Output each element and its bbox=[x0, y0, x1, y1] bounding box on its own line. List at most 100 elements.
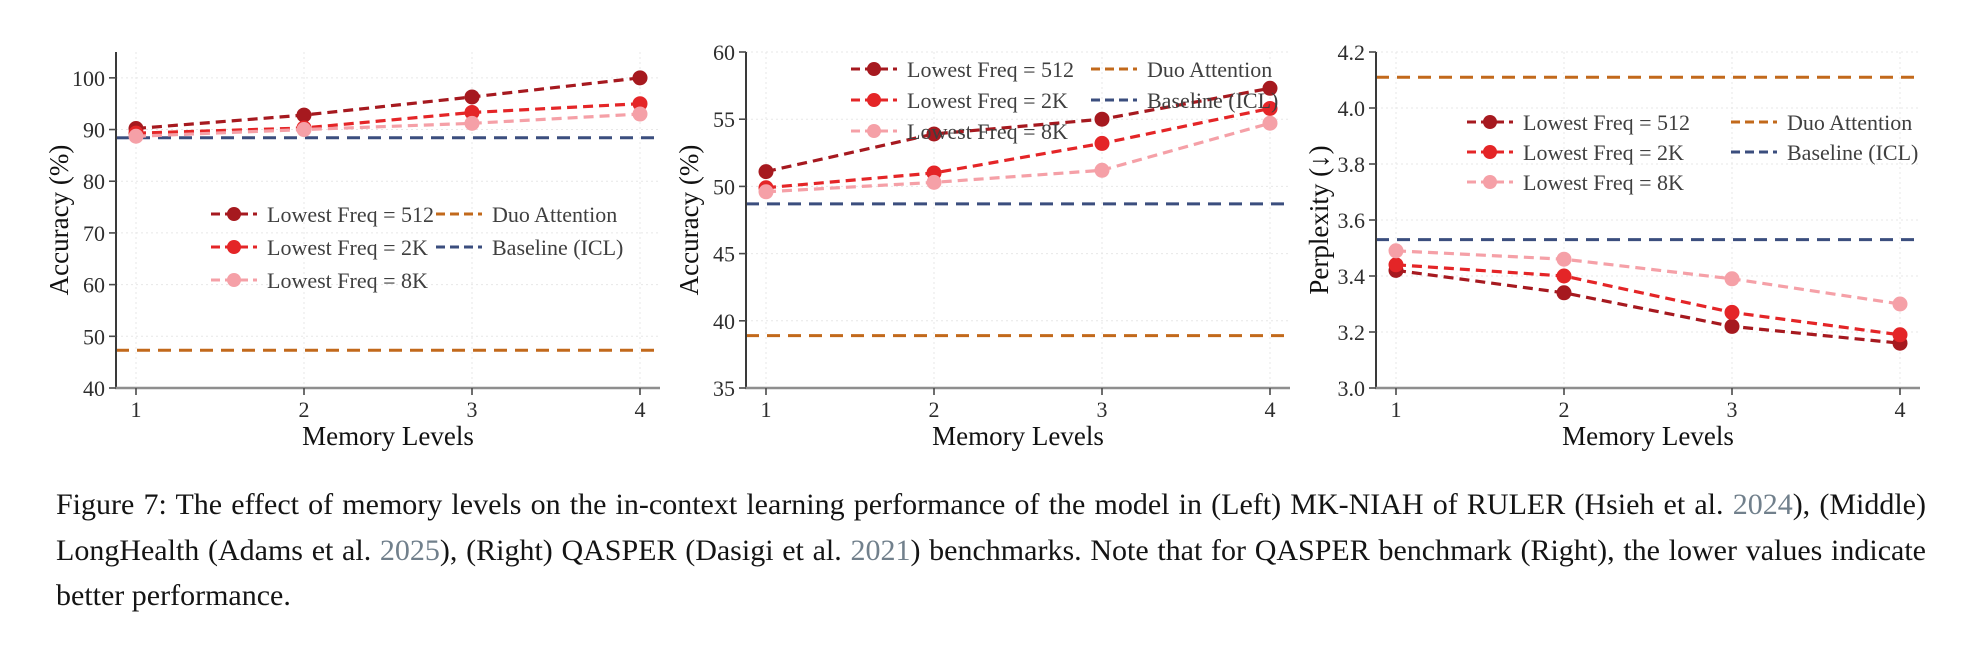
legend-item: Lowest Freq = 2K bbox=[851, 88, 1068, 113]
legend-marker-dot bbox=[1483, 175, 1497, 189]
legend-item: Duo Attention bbox=[1091, 57, 1272, 82]
x-tick-label: 3 bbox=[467, 397, 478, 422]
y-tick-label: 70 bbox=[83, 221, 105, 246]
x-tick-label: 4 bbox=[1265, 397, 1276, 422]
y-tick-label: 3.4 bbox=[1338, 264, 1366, 289]
legend-label: Baseline (ICL) bbox=[492, 235, 623, 260]
legend-label: Lowest Freq = 512 bbox=[1523, 110, 1690, 135]
data-point bbox=[1388, 257, 1404, 273]
y-axis-label: Accuracy (%) bbox=[46, 145, 74, 296]
legend-marker-dot bbox=[867, 124, 881, 138]
data-point bbox=[1094, 135, 1110, 151]
y-axis-label: Accuracy (%) bbox=[676, 145, 704, 296]
legend-label: Duo Attention bbox=[1787, 110, 1912, 135]
x-tick-label: 1 bbox=[1391, 397, 1402, 422]
citation-year-link[interactable]: 2025 bbox=[379, 533, 440, 567]
legend-item: Duo Attention bbox=[1731, 110, 1912, 135]
data-point bbox=[1262, 80, 1278, 96]
y-tick-label: 4.0 bbox=[1338, 96, 1366, 121]
y-tick-label: 45 bbox=[713, 242, 735, 267]
legend-marker-dot bbox=[227, 240, 241, 254]
y-tick-label: 90 bbox=[83, 118, 105, 143]
data-point bbox=[464, 115, 480, 131]
y-tick-label: 3.6 bbox=[1338, 208, 1366, 233]
caption-text: ) benchmarks. Note that for QASPER bench… bbox=[56, 533, 1926, 613]
series-line bbox=[765, 106, 1271, 190]
y-tick-label: 3.8 bbox=[1338, 152, 1366, 177]
y-tick-label: 35 bbox=[713, 376, 735, 401]
series-line bbox=[135, 76, 641, 131]
series-line bbox=[1395, 249, 1901, 306]
legend-item: Lowest Freq = 8K bbox=[1467, 170, 1684, 195]
legend-label: Lowest Freq = 2K bbox=[1523, 140, 1684, 165]
legend-item: Lowest Freq = 8K bbox=[851, 119, 1068, 144]
data-point bbox=[1094, 111, 1110, 127]
legend-label: Lowest Freq = 8K bbox=[267, 268, 428, 293]
legend-item: Lowest Freq = 512 bbox=[211, 202, 434, 227]
legend-label: Lowest Freq = 8K bbox=[1523, 170, 1684, 195]
legend-label: Lowest Freq = 2K bbox=[907, 88, 1068, 113]
x-tick-label: 4 bbox=[635, 397, 646, 422]
y-tick-label: 80 bbox=[83, 169, 105, 194]
legend-item: Lowest Freq = 8K bbox=[211, 268, 428, 293]
legend-item: Lowest Freq = 2K bbox=[211, 235, 428, 260]
y-tick-label: 60 bbox=[83, 273, 105, 298]
y-tick-label: 4.2 bbox=[1338, 40, 1366, 65]
legend-label: Lowest Freq = 512 bbox=[907, 57, 1074, 82]
chart-mk-niah-ruler: 40 50 60 70 80 90 100 1 2 3 4 Memory Levels Accuracy… bbox=[46, 52, 660, 451]
series-line bbox=[765, 86, 1271, 174]
legend-item: Baseline (ICL) bbox=[1091, 88, 1278, 113]
caption-text: ), (Right) QASPER (Dasigi et al. bbox=[439, 533, 851, 567]
data-point bbox=[1724, 304, 1740, 320]
x-tick-label: 2 bbox=[929, 397, 940, 422]
legend-marker-dot bbox=[1483, 115, 1497, 129]
data-point bbox=[296, 107, 312, 123]
data-point bbox=[1724, 271, 1740, 287]
y-tick-label: 60 bbox=[713, 40, 735, 65]
data-point bbox=[1262, 115, 1278, 131]
x-tick-label: 1 bbox=[761, 397, 772, 422]
data-point bbox=[758, 184, 774, 200]
data-point bbox=[1556, 285, 1572, 301]
data-point bbox=[128, 128, 144, 144]
data-point bbox=[1892, 296, 1908, 312]
legend-marker-dot bbox=[1483, 145, 1497, 159]
legend-label: Duo Attention bbox=[492, 202, 617, 227]
data-point bbox=[1094, 162, 1110, 178]
legend-marker-dot bbox=[227, 207, 241, 221]
data-point bbox=[1556, 268, 1572, 284]
legend-item: Duo Attention bbox=[436, 202, 617, 227]
data-point bbox=[632, 106, 648, 122]
legend-item: Baseline (ICL) bbox=[1731, 140, 1918, 165]
data-point bbox=[464, 104, 480, 120]
legend-label: Baseline (ICL) bbox=[1787, 140, 1918, 165]
citation-year-link[interactable]: 2024 bbox=[1732, 488, 1793, 521]
x-tick-label: 2 bbox=[299, 397, 310, 422]
y-tick-label: 50 bbox=[713, 174, 735, 199]
data-point bbox=[632, 70, 648, 86]
x-axis-label: Memory Levels bbox=[932, 421, 1104, 451]
legend-label: Baseline (ICL) bbox=[1147, 88, 1278, 113]
y-tick-label: 3.2 bbox=[1338, 320, 1366, 345]
x-axis-label: Memory Levels bbox=[1562, 421, 1734, 451]
x-tick-label: 3 bbox=[1097, 397, 1108, 422]
legend-marker-dot bbox=[867, 62, 881, 76]
y-tick-label: 100 bbox=[72, 66, 105, 91]
data-point bbox=[1556, 251, 1572, 267]
data-point bbox=[1388, 243, 1404, 259]
legend-label: Lowest Freq = 8K bbox=[907, 119, 1068, 144]
caption-text: ), (Middle) LongHealth (Adams et al. bbox=[56, 488, 1926, 567]
y-tick-label: 40 bbox=[83, 376, 105, 401]
data-point bbox=[1724, 318, 1740, 334]
chart-longhealth: 35 40 45 50 55 60 1 2 3 4 Memory Levels Accuracy (%… bbox=[676, 40, 1290, 451]
citation-year-link[interactable]: 2021 bbox=[850, 533, 911, 567]
data-point bbox=[464, 89, 480, 105]
x-tick-label: 4 bbox=[1895, 397, 1906, 422]
legend-label: Duo Attention bbox=[1147, 57, 1272, 82]
series-line bbox=[1395, 263, 1901, 337]
series-line bbox=[765, 121, 1271, 194]
legend-item: Baseline (ICL) bbox=[436, 235, 623, 260]
figure-caption: Figure 7: The effect of memory levels on… bbox=[56, 482, 1926, 619]
data-point bbox=[926, 174, 942, 190]
data-point bbox=[926, 126, 942, 142]
